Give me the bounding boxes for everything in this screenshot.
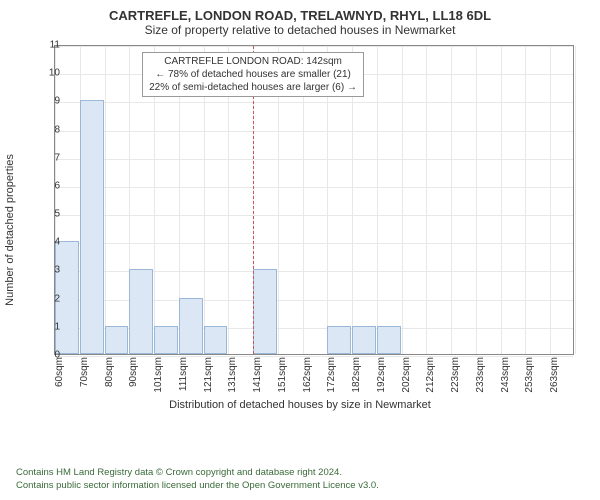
x-tick-label: 151sqm (277, 357, 288, 393)
y-tick-label: 8 (40, 124, 60, 135)
x-tick-label: 141sqm (252, 357, 263, 393)
y-tick-label: 5 (40, 209, 60, 220)
annotation-line-3: 22% of semi-detached houses are larger (… (149, 81, 357, 94)
annotation-line-1: CARTREFLE LONDON ROAD: 142sqm (149, 55, 357, 68)
bar (80, 100, 104, 354)
gridline-h (55, 46, 573, 47)
gridline-v (476, 46, 477, 354)
gridline-h (55, 187, 573, 188)
x-tick-label: 162sqm (302, 357, 313, 393)
gridline-v (550, 46, 551, 354)
gridline-v (105, 46, 106, 354)
bar (377, 326, 401, 354)
credit-line-2: Contains public sector information licen… (16, 480, 584, 492)
bar (352, 326, 376, 354)
y-tick-label: 9 (40, 96, 60, 107)
y-axis-label: Number of detached properties (4, 154, 16, 306)
x-tick-label: 192sqm (376, 357, 387, 393)
gridline-v (575, 46, 576, 354)
gridline-v (426, 46, 427, 354)
gridline-h (55, 131, 573, 132)
gridline-h (55, 243, 573, 244)
title-sub: Size of property relative to detached ho… (16, 23, 584, 37)
gridline-v (377, 46, 378, 354)
annotation-line-2: ← 78% of detached houses are smaller (21… (149, 68, 357, 81)
y-tick-label: 10 (40, 68, 60, 79)
marker-annotation: CARTREFLE LONDON ROAD: 142sqm ← 78% of d… (142, 52, 364, 97)
gridline-v (501, 46, 502, 354)
x-tick-label: 70sqm (79, 357, 90, 387)
y-tick-label: 2 (40, 293, 60, 304)
plot-region: CARTREFLE LONDON ROAD: 142sqm ← 78% of d… (54, 45, 574, 355)
x-tick-label: 111sqm (178, 357, 189, 391)
gridline-h (55, 215, 573, 216)
chart-area: Number of detached properties CARTREFLE … (16, 41, 584, 419)
bar (179, 298, 203, 354)
title-main: CARTREFLE, LONDON ROAD, TRELAWNYD, RHYL,… (16, 8, 584, 23)
bar (327, 326, 351, 354)
y-tick-label: 3 (40, 265, 60, 276)
x-tick-label: 263sqm (549, 357, 560, 393)
y-tick-label: 1 (40, 321, 60, 332)
x-tick-label: 121sqm (203, 357, 214, 393)
x-axis-label: Distribution of detached houses by size … (16, 399, 584, 411)
x-tick-label: 182sqm (351, 357, 362, 393)
gridline-h (55, 159, 573, 160)
bar (154, 326, 178, 354)
x-tick-label: 131sqm (227, 357, 238, 393)
x-tick-label: 90sqm (128, 357, 139, 387)
y-tick-label: 11 (40, 40, 60, 51)
x-tick-label: 223sqm (450, 357, 461, 393)
x-tick-label: 101sqm (153, 357, 164, 393)
gridline-v (451, 46, 452, 354)
y-tick-label: 4 (40, 237, 60, 248)
x-tick-label: 243sqm (500, 357, 511, 393)
bar (129, 269, 153, 354)
gridline-h (55, 102, 573, 103)
x-tick-label: 80sqm (104, 357, 115, 387)
x-tick-label: 202sqm (401, 357, 412, 393)
x-tick-label: 233sqm (475, 357, 486, 393)
x-tick-label: 212sqm (425, 357, 436, 393)
gridline-v (402, 46, 403, 354)
y-tick-label: 6 (40, 180, 60, 191)
bar (253, 269, 277, 354)
gridline-v (525, 46, 526, 354)
x-tick-label: 60sqm (54, 357, 65, 387)
credit-text: Contains HM Land Registry data © Crown c… (16, 467, 584, 492)
bar (105, 326, 129, 354)
x-tick-label: 253sqm (524, 357, 535, 393)
bar (204, 326, 228, 354)
x-tick-label: 172sqm (326, 357, 337, 393)
credit-line-1: Contains HM Land Registry data © Crown c… (16, 467, 584, 479)
y-tick-label: 7 (40, 152, 60, 163)
